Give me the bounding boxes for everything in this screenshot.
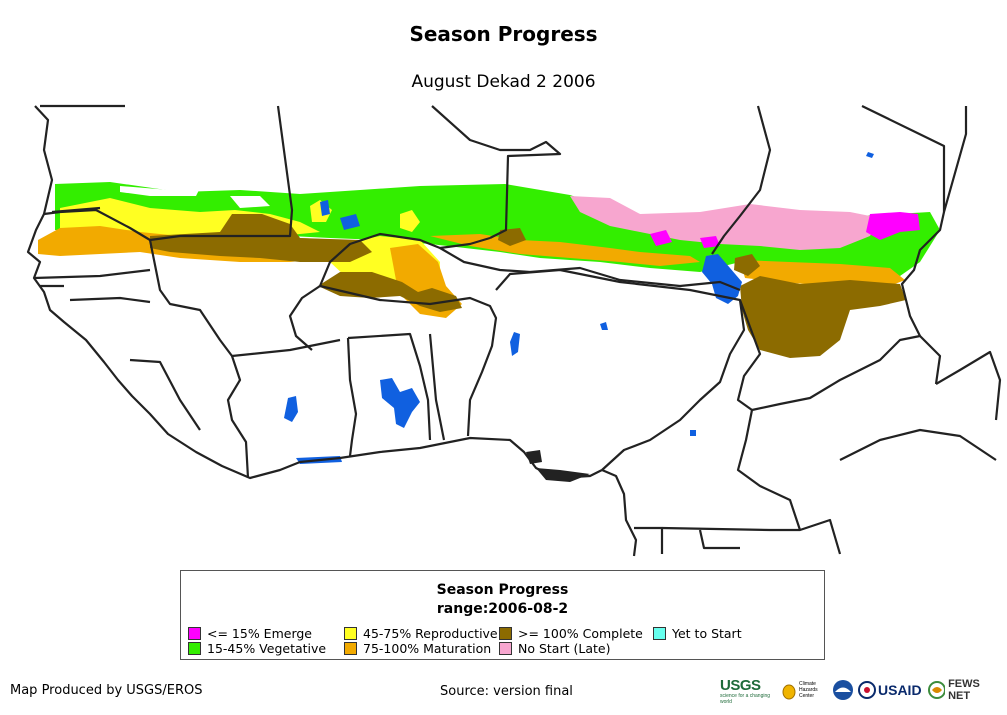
legend-swatch <box>188 627 201 640</box>
border <box>148 239 250 479</box>
legend-swatch <box>188 642 201 655</box>
coastline <box>601 468 638 557</box>
zone-maturation <box>430 234 700 266</box>
border <box>431 105 562 239</box>
legend: Season Progress range:2006-08-2 <= 15% E… <box>180 570 825 660</box>
noaa-emblem-icon <box>833 680 853 700</box>
border <box>69 296 151 304</box>
border <box>231 338 341 358</box>
country-borders <box>26 104 1002 557</box>
zone-complete <box>740 276 906 358</box>
reservoir <box>320 200 330 216</box>
reservoir <box>600 322 608 330</box>
zone-complete <box>498 228 526 246</box>
border <box>129 358 201 431</box>
zone-emerge <box>866 212 920 240</box>
coastline <box>26 105 603 480</box>
border <box>347 332 432 441</box>
border <box>319 284 498 437</box>
lake-kossou <box>284 396 298 422</box>
legend-title: Season Progress range:2006-08-2 <box>181 581 824 619</box>
reservoir <box>866 152 874 158</box>
legend-item-complete: >= 100% Complete <box>499 627 643 641</box>
zone-complete <box>734 254 760 276</box>
zone-emerge <box>700 236 720 248</box>
chc-logo: Climate Hazards Center <box>782 678 832 702</box>
border <box>439 247 741 292</box>
fewsnet-logo: FEWS NET <box>928 678 1002 702</box>
border <box>711 105 772 255</box>
usaid-seal-icon <box>858 681 876 699</box>
legend-item-vegetative: 15-45% Vegetative <box>188 642 326 656</box>
lake-volta <box>380 378 420 428</box>
zone-emerge <box>650 230 672 246</box>
border <box>661 518 842 555</box>
border <box>839 428 997 461</box>
border <box>736 409 802 531</box>
border <box>698 529 740 550</box>
border <box>346 337 358 457</box>
legend-title-line2: range:2006-08-2 <box>436 601 569 617</box>
season-progress-map <box>26 104 1002 557</box>
border <box>935 350 1002 421</box>
zone-no-start <box>570 196 880 250</box>
legend-swatch <box>344 627 357 640</box>
chc-drop-icon <box>782 684 796 700</box>
reservoir <box>340 214 360 230</box>
usaid-logo: USAID <box>858 678 928 702</box>
lake-chad <box>702 254 742 304</box>
border <box>288 232 491 351</box>
usgs-logo: USGS science for a changing world <box>720 677 771 705</box>
zone-complete <box>150 214 372 262</box>
border <box>900 211 946 337</box>
legend-item-yet-to-start: Yet to Start <box>653 627 742 641</box>
coast-delta <box>536 468 590 482</box>
zone-vegetative <box>55 182 940 276</box>
legend-swatch <box>653 627 666 640</box>
border <box>736 299 942 412</box>
border <box>51 206 101 214</box>
legend-item-reproductive: 45-75% Reproductive <box>344 627 498 641</box>
noaa-logo <box>832 678 856 702</box>
map-subtitle: August Dekad 2 2006 <box>411 72 596 92</box>
bioko-island <box>526 450 542 464</box>
season-zones <box>38 182 940 358</box>
legend-swatch <box>499 642 512 655</box>
border <box>495 268 746 471</box>
legend-item-maturation: 75-100% Maturation <box>344 642 491 656</box>
kainji-lake <box>510 332 520 356</box>
source-note: Source: version final <box>440 684 573 699</box>
border <box>428 333 446 441</box>
map-title: Season Progress <box>409 22 598 46</box>
border <box>634 526 664 554</box>
border <box>33 268 151 280</box>
fewsnet-globe-icon <box>928 681 946 699</box>
zone-complete <box>318 272 462 312</box>
border <box>861 105 968 214</box>
border <box>43 105 294 242</box>
legend-item-emerge: <= 15% Emerge <box>188 627 312 641</box>
partner-logos: USGS science for a changing world Climat… <box>720 677 1002 705</box>
legend-swatch <box>499 627 512 640</box>
produced-by-credit: Map Produced by USGS/EROS <box>10 683 203 698</box>
reservoir <box>690 430 696 436</box>
legend-item-no-start: No Start (Late) <box>499 642 610 656</box>
legend-title-line1: Season Progress <box>436 582 569 598</box>
zone-reproductive <box>400 210 420 232</box>
legend-swatch <box>344 642 357 655</box>
